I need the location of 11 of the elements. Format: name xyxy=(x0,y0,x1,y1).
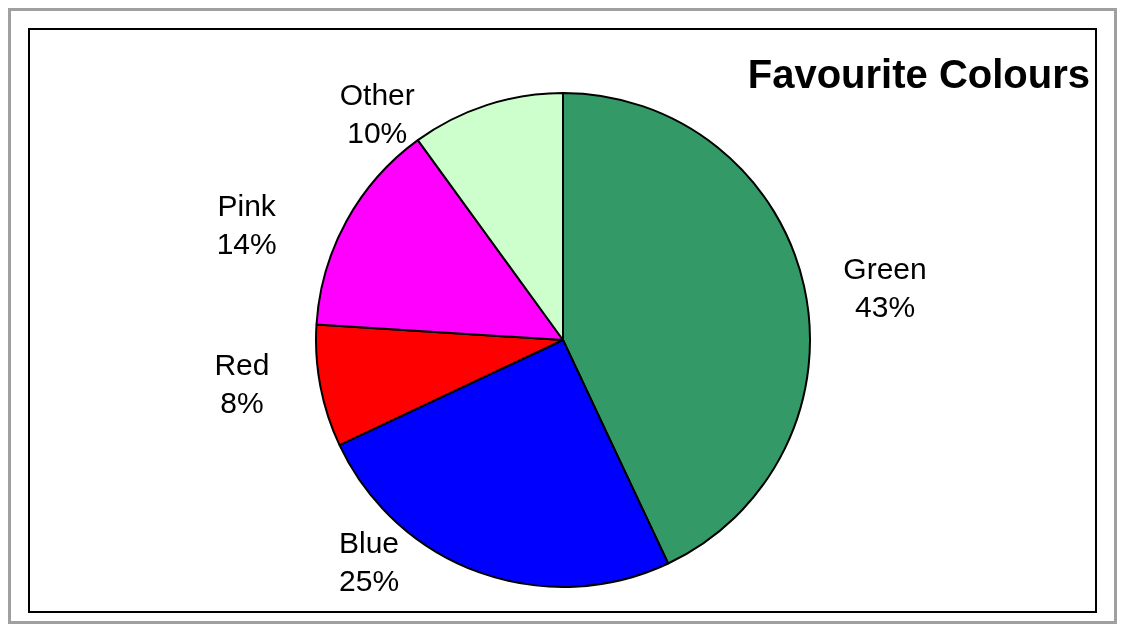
data-label: 10% xyxy=(347,115,408,149)
data-label: 43% xyxy=(855,289,916,323)
data-label: 25% xyxy=(339,564,400,598)
slice-label: Other xyxy=(339,77,415,111)
slice-label: Red xyxy=(214,347,270,381)
chart-title: Favourite Colours xyxy=(747,52,1090,97)
slice-label: Green xyxy=(843,251,927,285)
data-label: 14% xyxy=(216,227,277,261)
slice-label: Blue xyxy=(339,526,400,560)
data-label: 8% xyxy=(220,385,264,419)
slice-label: Pink xyxy=(217,189,277,223)
